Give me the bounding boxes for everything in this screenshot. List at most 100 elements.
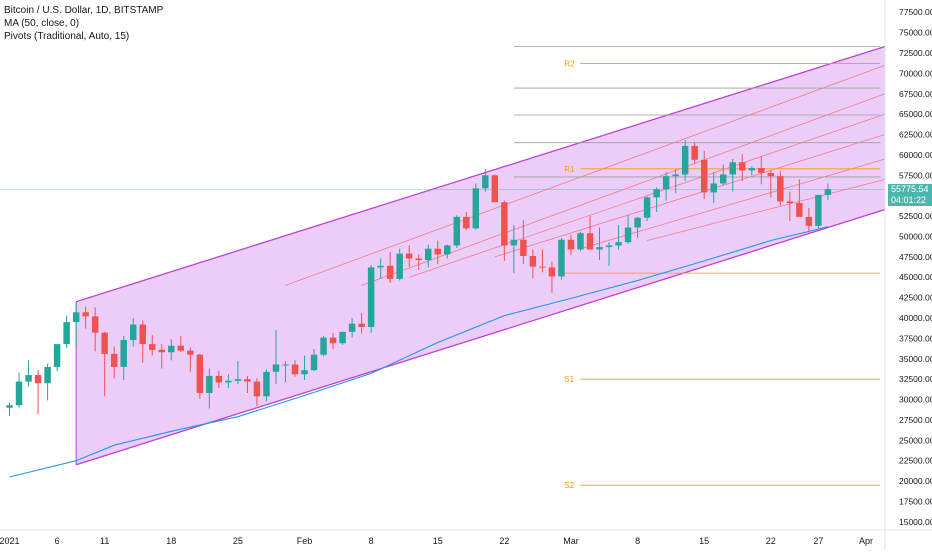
pivot-label: R2 (564, 60, 575, 69)
candle-body (139, 324, 146, 345)
candle-body (758, 167, 765, 173)
candle-body (739, 162, 746, 171)
candle-body (824, 189, 832, 195)
candle-body (91, 316, 99, 333)
channel-fill (76, 46, 886, 465)
candle-body (82, 312, 89, 317)
candle-body (206, 375, 213, 394)
x-tick-label: Mar (563, 536, 579, 546)
x-tick-label: 8 (369, 536, 374, 546)
candle-body (253, 381, 261, 397)
y-tick-label: 60000.00 (899, 150, 932, 160)
candle-body (405, 253, 413, 259)
candle-body (815, 194, 822, 226)
x-tick-label: 22 (766, 536, 776, 546)
last-price-countdown: 04:01:22 (891, 195, 927, 206)
candle-body (15, 381, 23, 406)
candle-body (691, 145, 698, 160)
channel-inner-line (285, 64, 886, 286)
candle-body (424, 248, 432, 261)
candle-body (25, 375, 32, 382)
y-tick-label: 32500.00 (899, 374, 932, 384)
channel-inner-line (409, 113, 886, 278)
candle-body (662, 176, 670, 190)
candle-body (110, 353, 118, 367)
candle-body (681, 145, 689, 175)
y-tick-label: 40000.00 (899, 313, 932, 323)
x-tick-label: 18 (166, 536, 176, 546)
y-tick-label: 35000.00 (899, 354, 932, 364)
y-tick-label: 30000.00 (899, 395, 932, 405)
channel-upper-line (75, 45, 886, 303)
candle-body (301, 370, 308, 375)
candle-body (244, 379, 251, 382)
x-tick-label: 8 (635, 536, 640, 546)
y-tick-label: 52500.00 (899, 211, 932, 221)
y-tick-label: 75000.00 (899, 28, 932, 38)
y-tick-label: 72500.00 (899, 48, 932, 58)
pivot-label: S2 (564, 481, 574, 490)
candle-body (120, 340, 127, 367)
candle-body (586, 233, 594, 250)
pivot-label: R1 (564, 165, 575, 174)
candle-body (596, 247, 603, 250)
candle-body (377, 265, 384, 268)
x-tick-label: 6 (55, 536, 60, 546)
legend-pivots: Pivots (Traditional, Auto, 15) (4, 31, 130, 42)
candle-body (510, 239, 518, 246)
x-tick-label: 25 (233, 536, 243, 546)
candle-body (444, 245, 451, 255)
candle-body (358, 323, 365, 327)
last-price-tag: 55775.54 04:01:22 (888, 184, 932, 207)
y-tick-label: 67500.00 (899, 89, 932, 99)
legend-ma: MA (50, close, 0) (4, 18, 80, 29)
x-tick-label: Apr (859, 536, 873, 546)
y-tick-label: 15000.00 (899, 517, 932, 527)
candle-body (6, 405, 13, 408)
y-tick-label: 45000.00 (899, 272, 932, 282)
candle-body (748, 167, 756, 171)
candle-body (501, 202, 508, 246)
candle-body (558, 239, 565, 277)
candle-body (72, 312, 80, 323)
candle-body (482, 175, 489, 189)
candle-body (777, 176, 784, 202)
last-price-value: 55775.54 (891, 184, 929, 195)
candle-body (34, 375, 42, 384)
candle-body (101, 332, 108, 354)
chart-legend: Bitcoin / U.S. Dollar, 1D, BITSTAMP MA (… (4, 4, 163, 43)
y-tick-label: 57500.00 (899, 170, 932, 180)
y-tick-label: 27500.00 (899, 415, 932, 425)
y-tick-label: 62500.00 (899, 130, 932, 140)
candle-body (472, 188, 480, 229)
candle-body (700, 159, 708, 193)
candle-body (53, 344, 61, 367)
x-tick-label: 27 (813, 536, 823, 546)
candle-body (786, 201, 794, 204)
candle-body (463, 216, 470, 229)
y-tick-label: 37500.00 (899, 333, 932, 343)
y-tick-label: 50000.00 (899, 231, 932, 241)
candle-body (63, 322, 70, 345)
candle-body (234, 379, 242, 381)
y-tick-label: 22500.00 (899, 456, 932, 466)
candle-body (263, 371, 270, 397)
candle-body (339, 331, 346, 344)
candle-body (44, 366, 51, 384)
candle-body (548, 267, 556, 277)
x-tick-label: 15 (699, 536, 709, 546)
candle-body (529, 256, 537, 267)
candle-body (225, 380, 232, 383)
candle-body (653, 189, 660, 198)
candle-body (367, 267, 375, 327)
candle-body (624, 227, 632, 243)
candle-body (615, 242, 622, 246)
candle-body (415, 258, 422, 261)
candle-body (158, 349, 166, 353)
level-lines: R2 R1 S1 S2 (0, 46, 885, 490)
x-tick-label: 2021 (0, 536, 20, 546)
candle-body (329, 337, 337, 344)
pivot-label: S1 (564, 375, 574, 384)
